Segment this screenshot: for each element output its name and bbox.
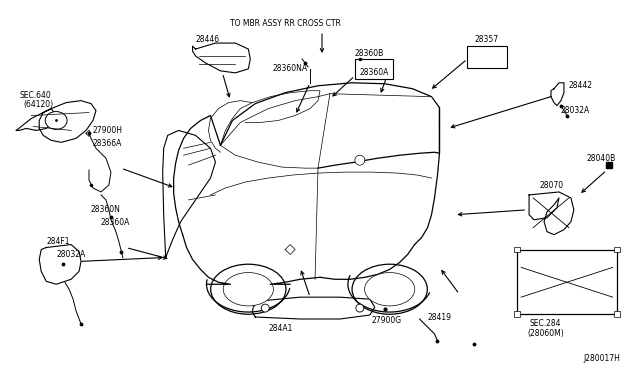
- Text: 28032A: 28032A: [561, 106, 590, 115]
- Ellipse shape: [211, 264, 286, 314]
- Text: SEC.640: SEC.640: [19, 91, 51, 100]
- Text: 28360A: 28360A: [101, 218, 131, 227]
- Text: (28060M): (28060M): [527, 329, 564, 339]
- Circle shape: [356, 304, 364, 312]
- Text: 284A1: 284A1: [268, 324, 292, 333]
- Polygon shape: [529, 192, 574, 235]
- Text: J280017H: J280017H: [584, 354, 621, 363]
- Text: 284F1: 284F1: [46, 237, 70, 246]
- FancyBboxPatch shape: [517, 250, 617, 314]
- Circle shape: [355, 155, 365, 165]
- Text: 28360B: 28360B: [355, 48, 384, 58]
- Text: 28366A: 28366A: [93, 139, 122, 148]
- Text: SEC.284: SEC.284: [529, 320, 561, 328]
- Ellipse shape: [365, 273, 415, 306]
- Bar: [467, 46, 507, 68]
- Text: 28442: 28442: [569, 81, 593, 90]
- Bar: [614, 247, 620, 253]
- Text: 28032A: 28032A: [56, 250, 85, 259]
- Bar: [614, 311, 620, 317]
- Text: (64120): (64120): [23, 100, 53, 109]
- Text: 28360NA: 28360NA: [272, 64, 307, 73]
- Ellipse shape: [223, 273, 273, 306]
- Text: TO MBR ASSY RR CROSS CTR: TO MBR ASSY RR CROSS CTR: [230, 19, 340, 28]
- Text: 28357: 28357: [474, 35, 499, 44]
- Polygon shape: [252, 297, 375, 319]
- Text: 28446: 28446: [196, 35, 220, 44]
- Polygon shape: [39, 244, 81, 284]
- Polygon shape: [17, 101, 96, 142]
- Text: 28040B: 28040B: [587, 154, 616, 163]
- Text: 28360N: 28360N: [91, 205, 121, 214]
- Text: 28360A: 28360A: [360, 68, 389, 77]
- Ellipse shape: [45, 112, 67, 129]
- Bar: [355, 59, 393, 79]
- Bar: [514, 311, 520, 317]
- Circle shape: [261, 304, 269, 312]
- Text: 28419: 28419: [428, 312, 452, 321]
- Text: 27900H: 27900H: [93, 126, 123, 135]
- Polygon shape: [193, 43, 250, 73]
- Ellipse shape: [352, 264, 428, 314]
- Bar: [514, 247, 520, 253]
- Text: 28070: 28070: [539, 180, 563, 189]
- Text: 27900G: 27900G: [372, 317, 402, 326]
